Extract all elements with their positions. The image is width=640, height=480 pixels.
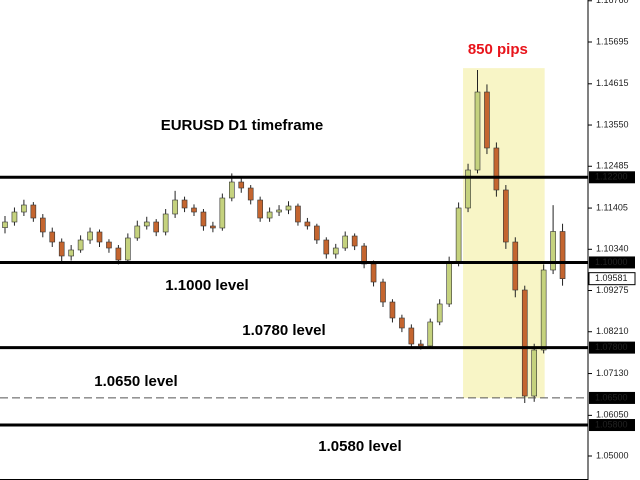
level-tag bbox=[589, 341, 635, 354]
highlight-label: 850 pips bbox=[468, 41, 528, 58]
y-tick-label: 1.08210 bbox=[596, 326, 629, 336]
candle-body bbox=[493, 147, 500, 191]
candle-body bbox=[342, 235, 349, 249]
candle-body bbox=[408, 327, 415, 345]
candle-body bbox=[266, 211, 273, 219]
candle-body bbox=[304, 221, 311, 227]
candle-body bbox=[550, 231, 556, 271]
candle-body bbox=[143, 221, 150, 227]
candle-body bbox=[21, 204, 27, 213]
candle-body bbox=[106, 241, 112, 249]
candle-body bbox=[172, 199, 178, 215]
candle-body bbox=[39, 217, 46, 233]
level-tag bbox=[589, 256, 635, 269]
candle-body bbox=[276, 209, 282, 213]
candle-body bbox=[2, 221, 8, 228]
y-tick-label: 1.07130 bbox=[596, 368, 629, 378]
candle-body bbox=[323, 239, 330, 255]
candle-body bbox=[314, 225, 320, 241]
candle-body bbox=[370, 263, 377, 283]
candle-body bbox=[521, 289, 528, 397]
candle-body bbox=[134, 225, 141, 239]
level-annotation: 1.1000 level bbox=[165, 277, 248, 294]
candle-body bbox=[474, 91, 481, 171]
y-tick-label: 1.16760 bbox=[596, 0, 629, 5]
y-tick-label: 1.15695 bbox=[596, 36, 629, 46]
y-tick-label: 1.10340 bbox=[596, 244, 629, 254]
candle-body bbox=[559, 231, 566, 279]
candle-body bbox=[399, 317, 405, 329]
y-tick-label: 1.06050 bbox=[596, 410, 629, 420]
candle-body bbox=[153, 221, 159, 233]
level-tag bbox=[589, 171, 635, 184]
candle-body bbox=[427, 321, 434, 347]
candle-body bbox=[380, 281, 386, 303]
y-tick-label: 1.12485 bbox=[596, 161, 629, 171]
y-tick-label: 1.13550 bbox=[596, 119, 629, 129]
candle-body bbox=[389, 301, 396, 319]
y-tick-label: 1.05000 bbox=[596, 450, 629, 460]
candle-body bbox=[125, 237, 131, 261]
last-price-tag bbox=[588, 272, 636, 286]
candle-body bbox=[531, 349, 538, 397]
level-tag-label: 1.07800 bbox=[595, 342, 628, 352]
candle-body bbox=[191, 207, 197, 213]
candle-body bbox=[503, 189, 509, 243]
candle-body bbox=[68, 249, 74, 257]
candle-body bbox=[30, 204, 37, 219]
candle-body bbox=[361, 245, 367, 265]
candle-body bbox=[210, 225, 216, 229]
candle-body bbox=[351, 235, 358, 247]
candle-body bbox=[465, 169, 471, 209]
level-annotation: 1.0780 level bbox=[242, 322, 325, 339]
candle-body bbox=[49, 231, 56, 243]
level-annotation: 1.0580 level bbox=[318, 438, 401, 455]
candle-body bbox=[181, 199, 188, 209]
level-annotation: 1.0650 level bbox=[94, 373, 177, 390]
candle-body bbox=[115, 247, 122, 261]
chart-title: EURUSD D1 timeframe bbox=[161, 117, 324, 134]
y-tick-label: 1.11405 bbox=[596, 202, 628, 212]
candle-body bbox=[417, 343, 424, 347]
candle-body bbox=[455, 207, 462, 263]
candle-body bbox=[257, 199, 263, 219]
candle-body bbox=[96, 231, 103, 243]
candle-body bbox=[229, 181, 235, 199]
y-tick-label: 1.09275 bbox=[596, 285, 629, 295]
y-tick-label: 1.14615 bbox=[596, 78, 629, 88]
candle-body bbox=[11, 211, 18, 223]
candle-body bbox=[87, 231, 93, 241]
level-tag-label: 1.12200 bbox=[595, 172, 628, 182]
candle-body bbox=[295, 205, 301, 223]
candle-body bbox=[238, 181, 245, 189]
candle-body bbox=[200, 211, 207, 227]
candle-body bbox=[436, 303, 443, 323]
candle-body bbox=[162, 213, 169, 233]
candle-body bbox=[446, 261, 452, 305]
candle-body bbox=[512, 241, 519, 291]
candle-body bbox=[219, 197, 226, 229]
last-price-label: 1.09581 bbox=[595, 273, 628, 283]
level-tag-label: 1.10000 bbox=[595, 257, 628, 267]
level-tag bbox=[589, 419, 635, 432]
candle-body bbox=[484, 91, 490, 149]
level-tag-label: 1.06500 bbox=[595, 392, 628, 402]
level-tag-label: 1.05800 bbox=[595, 419, 628, 429]
level-tag bbox=[589, 391, 635, 404]
candle-body bbox=[58, 241, 65, 257]
candle-body bbox=[77, 239, 84, 251]
candle-body bbox=[332, 247, 339, 255]
candle-body bbox=[247, 187, 254, 201]
candle-body bbox=[285, 205, 292, 211]
candle-body bbox=[540, 269, 547, 351]
